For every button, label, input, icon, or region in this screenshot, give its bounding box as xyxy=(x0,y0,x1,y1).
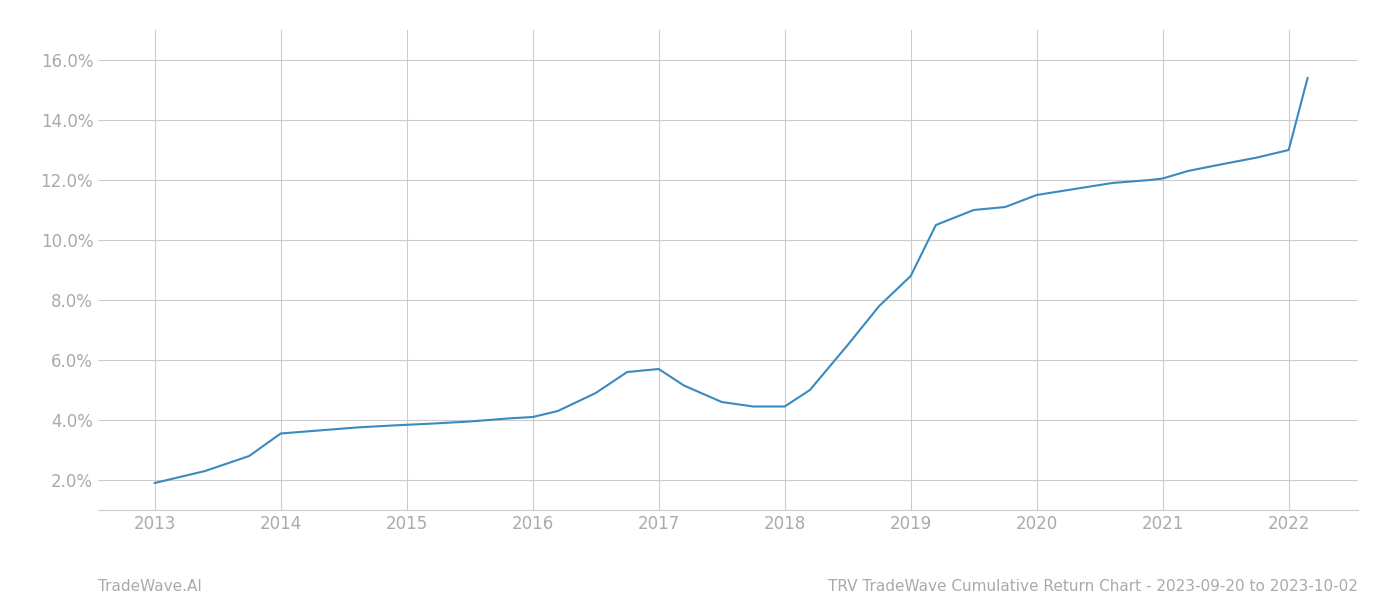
Text: TradeWave.AI: TradeWave.AI xyxy=(98,579,202,594)
Text: TRV TradeWave Cumulative Return Chart - 2023-09-20 to 2023-10-02: TRV TradeWave Cumulative Return Chart - … xyxy=(829,579,1358,594)
